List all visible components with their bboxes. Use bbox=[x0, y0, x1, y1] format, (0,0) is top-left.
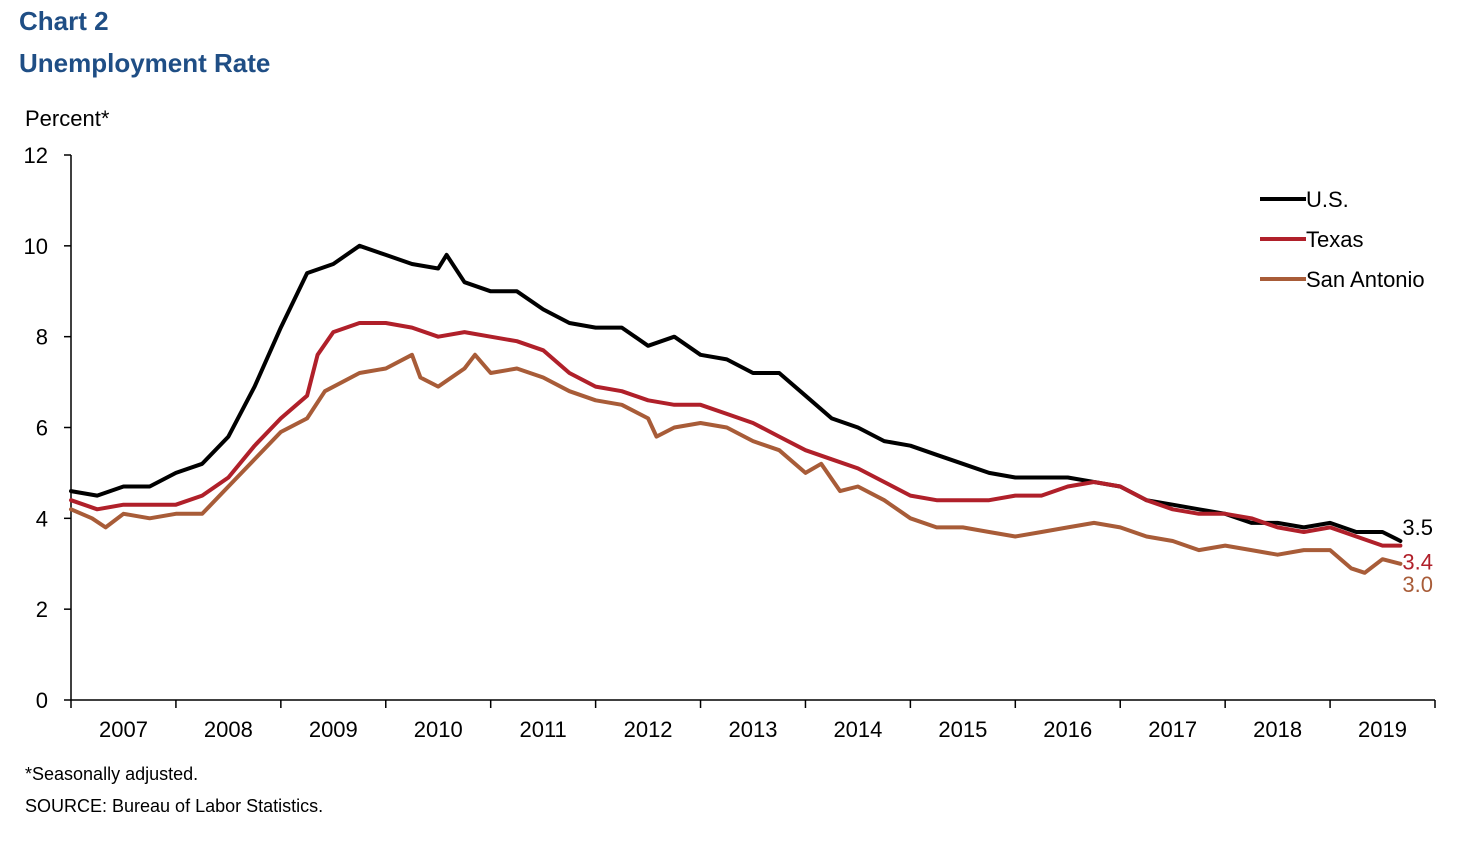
chart-label: Chart 2 bbox=[19, 6, 109, 36]
x-tick-label: 2019 bbox=[1358, 717, 1407, 742]
series-line-texas bbox=[69, 321, 1403, 548]
series-line-u-s bbox=[69, 243, 1403, 543]
chart-series-lines bbox=[69, 243, 1403, 575]
y-tick-label: 2 bbox=[36, 597, 48, 622]
y-tick-label: 12 bbox=[24, 143, 48, 168]
x-tick-label: 2013 bbox=[729, 717, 778, 742]
end-value-label-san-antonio: 3.0 bbox=[1402, 572, 1433, 597]
line-chart: 0 2 4 6 8 10 12 2007 2008 2009 2010 2011 2012 2013 201… bbox=[24, 143, 1436, 742]
x-tick-label: 2018 bbox=[1253, 717, 1302, 742]
y-tick-label: 6 bbox=[36, 416, 48, 441]
y-axis-unit-label: Percent* bbox=[25, 106, 110, 131]
x-tick-label: 2010 bbox=[414, 717, 463, 742]
legend-label-u-s: U.S. bbox=[1306, 187, 1349, 212]
chart-axes: 0 2 4 6 8 10 12 2007 2008 2009 2010 2011 2012 2013 201… bbox=[24, 143, 1436, 742]
x-tick-label: 2014 bbox=[833, 717, 882, 742]
x-tick-label: 2015 bbox=[938, 717, 987, 742]
x-tick-label: 2009 bbox=[309, 717, 358, 742]
series-line-san-antonio bbox=[69, 352, 1403, 575]
footnote: *Seasonally adjusted. bbox=[25, 764, 199, 784]
y-tick-label: 4 bbox=[36, 506, 48, 531]
end-value-label-texas: 3.4 bbox=[1402, 550, 1433, 575]
y-tick-label: 0 bbox=[36, 688, 48, 713]
legend-label-texas: Texas bbox=[1306, 227, 1363, 252]
end-value-label-u-s: 3.5 bbox=[1402, 515, 1433, 540]
y-tick-label: 10 bbox=[24, 234, 48, 259]
x-tick-label: 2012 bbox=[624, 717, 673, 742]
x-tick-label: 2007 bbox=[99, 717, 148, 742]
legend-label-san-antonio: San Antonio bbox=[1306, 267, 1425, 292]
y-tick-label: 8 bbox=[36, 325, 48, 350]
x-tick-label: 2016 bbox=[1043, 717, 1092, 742]
chart-end-labels: 3.5 3.43.0 bbox=[1402, 515, 1433, 597]
source-note: SOURCE: Bureau of Labor Statistics. bbox=[25, 796, 324, 816]
chart-legend: U.S. Texas San Antonio bbox=[1260, 187, 1425, 292]
chart-title: Unemployment Rate bbox=[19, 48, 271, 78]
x-tick-label: 2017 bbox=[1148, 717, 1197, 742]
x-tick-label: 2011 bbox=[519, 717, 566, 742]
x-tick-label: 2008 bbox=[204, 717, 253, 742]
